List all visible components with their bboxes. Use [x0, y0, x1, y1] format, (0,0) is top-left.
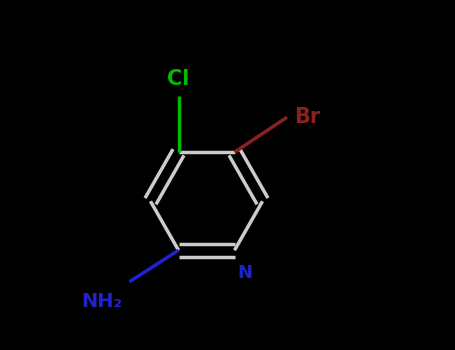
Text: Br: Br [294, 107, 320, 127]
Text: N: N [238, 264, 253, 282]
Text: Cl: Cl [167, 69, 190, 89]
Text: NH₂: NH₂ [81, 292, 122, 311]
